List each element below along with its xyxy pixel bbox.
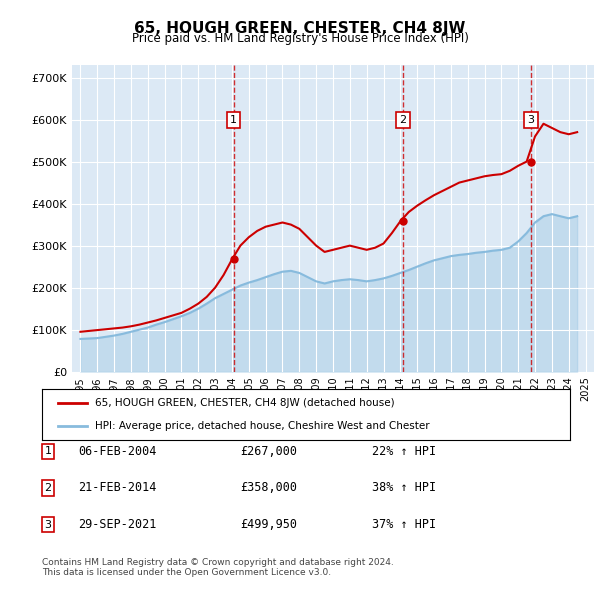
- Text: Price paid vs. HM Land Registry's House Price Index (HPI): Price paid vs. HM Land Registry's House …: [131, 32, 469, 45]
- Text: 21-FEB-2014: 21-FEB-2014: [78, 481, 157, 494]
- Text: 2: 2: [44, 483, 52, 493]
- Text: 06-FEB-2004: 06-FEB-2004: [78, 445, 157, 458]
- Text: 3: 3: [527, 115, 535, 125]
- Text: 29-SEP-2021: 29-SEP-2021: [78, 518, 157, 531]
- Text: 37% ↑ HPI: 37% ↑ HPI: [372, 518, 436, 531]
- Text: 22% ↑ HPI: 22% ↑ HPI: [372, 445, 436, 458]
- Text: Contains HM Land Registry data © Crown copyright and database right 2024.
This d: Contains HM Land Registry data © Crown c…: [42, 558, 394, 577]
- Text: 65, HOUGH GREEN, CHESTER, CH4 8JW (detached house): 65, HOUGH GREEN, CHESTER, CH4 8JW (detac…: [95, 398, 394, 408]
- Text: £499,950: £499,950: [240, 518, 297, 531]
- Text: £358,000: £358,000: [240, 481, 297, 494]
- Text: 2: 2: [400, 115, 406, 125]
- Text: £267,000: £267,000: [240, 445, 297, 458]
- Text: 38% ↑ HPI: 38% ↑ HPI: [372, 481, 436, 494]
- Text: 1: 1: [44, 447, 52, 456]
- Text: HPI: Average price, detached house, Cheshire West and Chester: HPI: Average price, detached house, Ches…: [95, 421, 430, 431]
- Text: 65, HOUGH GREEN, CHESTER, CH4 8JW: 65, HOUGH GREEN, CHESTER, CH4 8JW: [134, 21, 466, 35]
- Text: 1: 1: [230, 115, 237, 125]
- Text: 3: 3: [44, 520, 52, 529]
